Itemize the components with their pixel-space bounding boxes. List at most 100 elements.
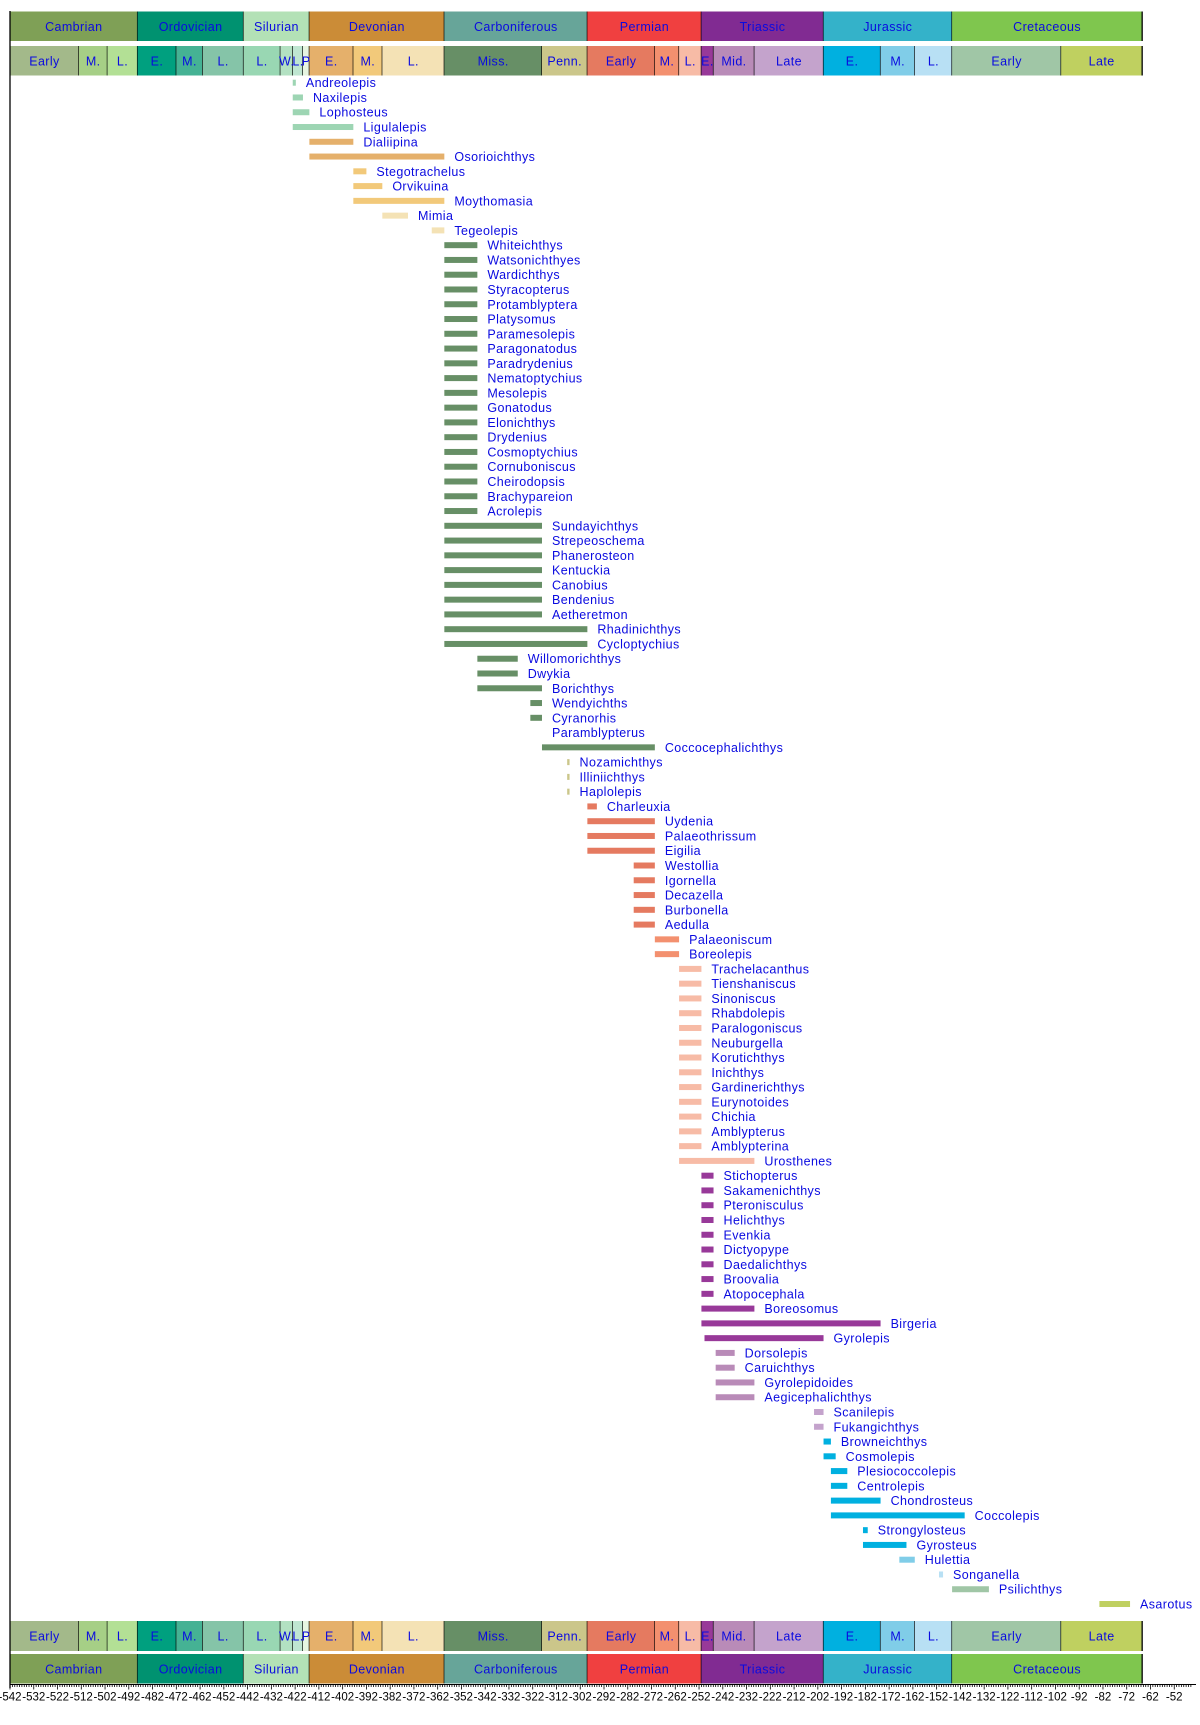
taxon-range-bar bbox=[444, 419, 478, 426]
epoch-label: E. bbox=[325, 1630, 338, 1644]
epoch-label: Late bbox=[776, 54, 802, 68]
epoch-band bbox=[1061, 1621, 1143, 1651]
x-tick-label: -402 bbox=[331, 1692, 354, 1704]
epoch-label: Penn. bbox=[547, 1630, 582, 1644]
period-label: Cretaceous bbox=[1013, 1662, 1081, 1676]
x-tick-label: -142 bbox=[949, 1692, 972, 1704]
epoch-label: M. bbox=[890, 54, 905, 68]
taxon-range-bar bbox=[633, 892, 655, 899]
epoch-band bbox=[713, 1621, 755, 1651]
period-label: Ordovician bbox=[159, 20, 223, 34]
taxon-label: Inichthys bbox=[711, 1066, 764, 1080]
taxon-label: Willomorichthys bbox=[528, 652, 622, 666]
taxon-range-bar bbox=[477, 685, 542, 692]
taxon-range-bar bbox=[701, 1276, 714, 1283]
taxon-label: Cosmoptychius bbox=[487, 445, 578, 459]
epoch-band bbox=[78, 1621, 108, 1651]
x-tick-label: -452 bbox=[212, 1692, 235, 1704]
epoch-label: M. bbox=[182, 54, 197, 68]
epoch-label: Late bbox=[1089, 54, 1115, 68]
taxon-range-bar bbox=[679, 1010, 702, 1017]
taxon-range-bar bbox=[431, 227, 445, 234]
taxon-label: Stegotrachelus bbox=[376, 165, 465, 179]
taxon-range-bar bbox=[830, 1482, 848, 1489]
period-band bbox=[10, 1654, 138, 1684]
taxon-label: Tienshaniscus bbox=[711, 977, 796, 991]
taxon-range-bar bbox=[823, 1438, 831, 1445]
period-band bbox=[10, 11, 138, 41]
taxon-range-bar bbox=[567, 759, 570, 766]
taxon-label: Urosthenes bbox=[764, 1154, 832, 1168]
epoch-label: Early bbox=[606, 54, 637, 68]
x-tick-label: -222 bbox=[759, 1692, 782, 1704]
x-tick-label: -542 bbox=[0, 1692, 22, 1704]
taxon-label: Drydenius bbox=[487, 431, 547, 445]
taxon-range-bar bbox=[587, 832, 655, 839]
taxon-label: Uydenia bbox=[665, 815, 714, 829]
taxon-label: Scanilepis bbox=[834, 1406, 895, 1420]
taxon-label: Psilichthys bbox=[999, 1583, 1062, 1597]
taxon-range-bar bbox=[830, 1468, 848, 1475]
taxon-range-bar bbox=[477, 670, 518, 677]
taxon-label: Aegicephalichthys bbox=[764, 1391, 872, 1405]
taxon-label: Orvikuina bbox=[392, 180, 448, 194]
taxon-label: Moythomasia bbox=[454, 194, 533, 208]
period-label: Triassic bbox=[740, 1662, 786, 1676]
period-label: Ordovician bbox=[159, 1662, 223, 1676]
taxon-range-bar bbox=[567, 788, 570, 795]
taxon-range-bar bbox=[830, 1497, 881, 1504]
epoch-label: Penn. bbox=[547, 54, 582, 68]
taxon-range-bar bbox=[444, 581, 542, 588]
x-tick-label: -512 bbox=[70, 1692, 93, 1704]
x-tick-label: -172 bbox=[878, 1692, 901, 1704]
x-tick-label: -522 bbox=[46, 1692, 69, 1704]
taxon-label: Elonichthys bbox=[487, 416, 555, 430]
period-label: Silurian bbox=[254, 20, 299, 34]
x-tick-label: -442 bbox=[236, 1692, 259, 1704]
taxon-label: Gyrolepis bbox=[834, 1332, 890, 1346]
epoch-band bbox=[280, 46, 293, 76]
taxon-label: Kentuckia bbox=[552, 564, 611, 578]
taxon-label: Dwykia bbox=[528, 667, 571, 681]
epoch-band bbox=[292, 46, 303, 76]
taxon-label: Evenkia bbox=[724, 1228, 771, 1242]
taxon-label: Charleuxia bbox=[607, 800, 671, 814]
taxon-range-bar bbox=[530, 700, 542, 707]
taxon-label: Broovalia bbox=[724, 1273, 780, 1287]
taxon-range-bar bbox=[715, 1394, 755, 1401]
taxon-label: Cyranorhis bbox=[552, 711, 616, 725]
taxon-range-bar bbox=[939, 1571, 944, 1578]
epoch-band bbox=[701, 46, 714, 76]
x-tick-label: -252 bbox=[688, 1692, 711, 1704]
taxon-range-bar bbox=[862, 1527, 868, 1534]
x-tick-label: -382 bbox=[379, 1692, 402, 1704]
taxon-label: Lophosteus bbox=[319, 106, 388, 120]
epoch-label: L. bbox=[256, 54, 267, 68]
epoch-label: Early bbox=[29, 1630, 60, 1644]
taxon-label: Neuburgella bbox=[711, 1036, 783, 1050]
x-tick-label: -342 bbox=[474, 1692, 497, 1704]
epoch-label: L. bbox=[117, 1630, 128, 1644]
taxon-range-bar bbox=[444, 463, 478, 470]
taxon-label: Nozamichthys bbox=[580, 756, 663, 770]
taxon-range-bar bbox=[701, 1187, 714, 1194]
taxon-range-bar bbox=[444, 611, 542, 618]
x-tick-label: -362 bbox=[426, 1692, 449, 1704]
taxon-label: Sakamenichthys bbox=[724, 1184, 821, 1198]
epoch-band bbox=[880, 1621, 915, 1651]
epoch-band bbox=[754, 46, 824, 76]
x-tick-label: -352 bbox=[450, 1692, 473, 1704]
taxon-range-bar bbox=[679, 1039, 702, 1046]
period-band bbox=[587, 1654, 702, 1684]
period-band bbox=[587, 11, 702, 41]
epoch-band bbox=[754, 1621, 824, 1651]
taxon-range-bar bbox=[814, 1409, 824, 1415]
x-tick-label: -72 bbox=[1118, 1692, 1135, 1704]
epoch-band bbox=[679, 46, 702, 76]
taxon-range-bar bbox=[444, 537, 542, 544]
taxon-range-bar bbox=[444, 301, 478, 308]
epoch-band bbox=[952, 46, 1062, 76]
taxon-range-bar bbox=[704, 1335, 824, 1342]
taxon-range-bar bbox=[701, 1290, 714, 1297]
period-band bbox=[952, 11, 1143, 41]
